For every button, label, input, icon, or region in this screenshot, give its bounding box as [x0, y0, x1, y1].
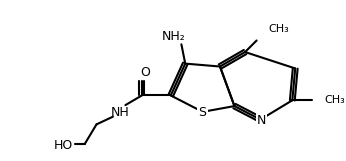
Text: O: O	[140, 66, 150, 79]
Text: N: N	[257, 114, 266, 127]
Text: NH₂: NH₂	[162, 30, 185, 43]
Text: CH₃: CH₃	[324, 95, 345, 105]
Text: NH: NH	[111, 106, 130, 119]
Text: CH₃: CH₃	[268, 24, 289, 34]
Text: S: S	[199, 106, 207, 119]
Text: S: S	[199, 106, 207, 119]
Text: N: N	[257, 114, 266, 127]
Text: HO: HO	[54, 139, 73, 152]
